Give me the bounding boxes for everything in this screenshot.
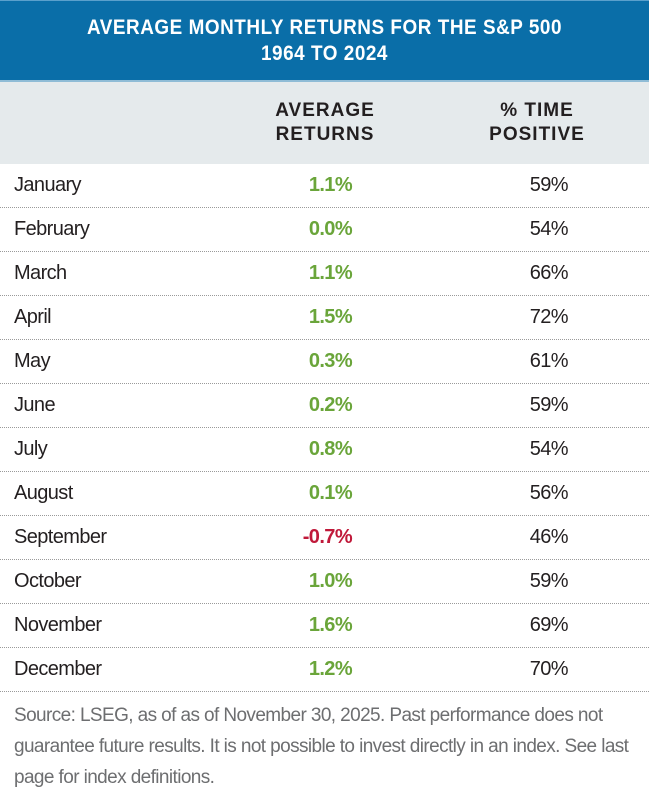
header-text: AVERAGE: [275, 100, 375, 121]
month-cell: October: [14, 570, 82, 592]
percent-positive-cell: 54%: [529, 218, 569, 240]
percent-positive-cell: 70%: [529, 658, 569, 680]
average-return-cell: 0.1%: [308, 482, 353, 504]
percent-positive-cell: 59%: [529, 394, 569, 416]
average-return-cell: 0.3%: [308, 350, 353, 372]
average-return-cell: 1.6%: [308, 614, 353, 636]
table-row: February 0.0% 54%: [0, 208, 649, 252]
month-cell: September: [14, 526, 107, 548]
month-cell: March: [14, 262, 67, 284]
month-cell: December: [14, 658, 102, 680]
header-text: RETURNS: [275, 124, 375, 145]
percent-positive-cell: 72%: [529, 306, 569, 328]
table-row: November 1.6% 69%: [0, 604, 649, 648]
average-return-cell: 1.1%: [308, 174, 353, 196]
percent-positive-cell: 59%: [529, 174, 569, 196]
average-return-cell: 0.8%: [308, 438, 353, 460]
table-row: September -0.7% 46%: [0, 516, 649, 560]
month-cell: November: [14, 614, 102, 636]
percent-positive-cell: 66%: [529, 262, 569, 284]
table-row: December 1.2% 70%: [0, 648, 649, 692]
title-line-1: AVERAGE MONTHLY RETURNS FOR THE S&P 500: [86, 16, 563, 39]
average-return-cell: 1.2%: [308, 658, 353, 680]
percent-positive-cell: 61%: [529, 350, 569, 372]
month-cell: August: [14, 482, 73, 504]
table-row: June 0.2% 59%: [0, 384, 649, 428]
source-footnote: Source: LSEG, as of as of November 30, 2…: [14, 705, 629, 788]
month-cell: May: [14, 350, 51, 372]
percent-positive-cell: 56%: [529, 482, 569, 504]
percent-positive-cell: 46%: [529, 526, 569, 548]
header-time-positive: % TIME POSITIVE: [462, 99, 612, 147]
percent-positive-cell: 59%: [529, 570, 569, 592]
percent-positive-cell: 69%: [529, 614, 569, 636]
table-row: July 0.8% 54%: [0, 428, 649, 472]
table-body: January 1.1% 59% February 0.0% 54% March 1…: [0, 164, 649, 692]
table-title: AVERAGE MONTHLY RETURNS FOR THE S&P 500 …: [0, 0, 649, 80]
month-cell: April: [14, 306, 52, 328]
header-text: POSITIVE: [489, 124, 585, 145]
table-row: May 0.3% 61%: [0, 340, 649, 384]
column-header-row: AVERAGE RETURNS % TIME POSITIVE: [0, 80, 649, 164]
average-return-cell: -0.7%: [302, 526, 353, 548]
table-row: August 0.1% 56%: [0, 472, 649, 516]
header-text: % TIME: [500, 100, 574, 121]
table-row: March 1.1% 66%: [0, 252, 649, 296]
average-return-cell: 1.1%: [308, 262, 353, 284]
percent-positive-cell: 54%: [529, 438, 569, 460]
table-row: April 1.5% 72%: [0, 296, 649, 340]
month-cell: February: [14, 218, 90, 240]
average-return-cell: 0.2%: [308, 394, 353, 416]
title-line-2: 1964 TO 2024: [261, 42, 388, 65]
average-return-cell: 1.5%: [308, 306, 353, 328]
average-return-cell: 0.0%: [308, 218, 353, 240]
header-average-returns: AVERAGE RETURNS: [250, 99, 400, 147]
average-return-cell: 1.0%: [308, 570, 353, 592]
month-cell: July: [14, 438, 48, 460]
table-row: October 1.0% 59%: [0, 560, 649, 604]
table-row: January 1.1% 59%: [0, 164, 649, 208]
month-cell: January: [14, 174, 82, 196]
month-cell: June: [14, 394, 56, 416]
